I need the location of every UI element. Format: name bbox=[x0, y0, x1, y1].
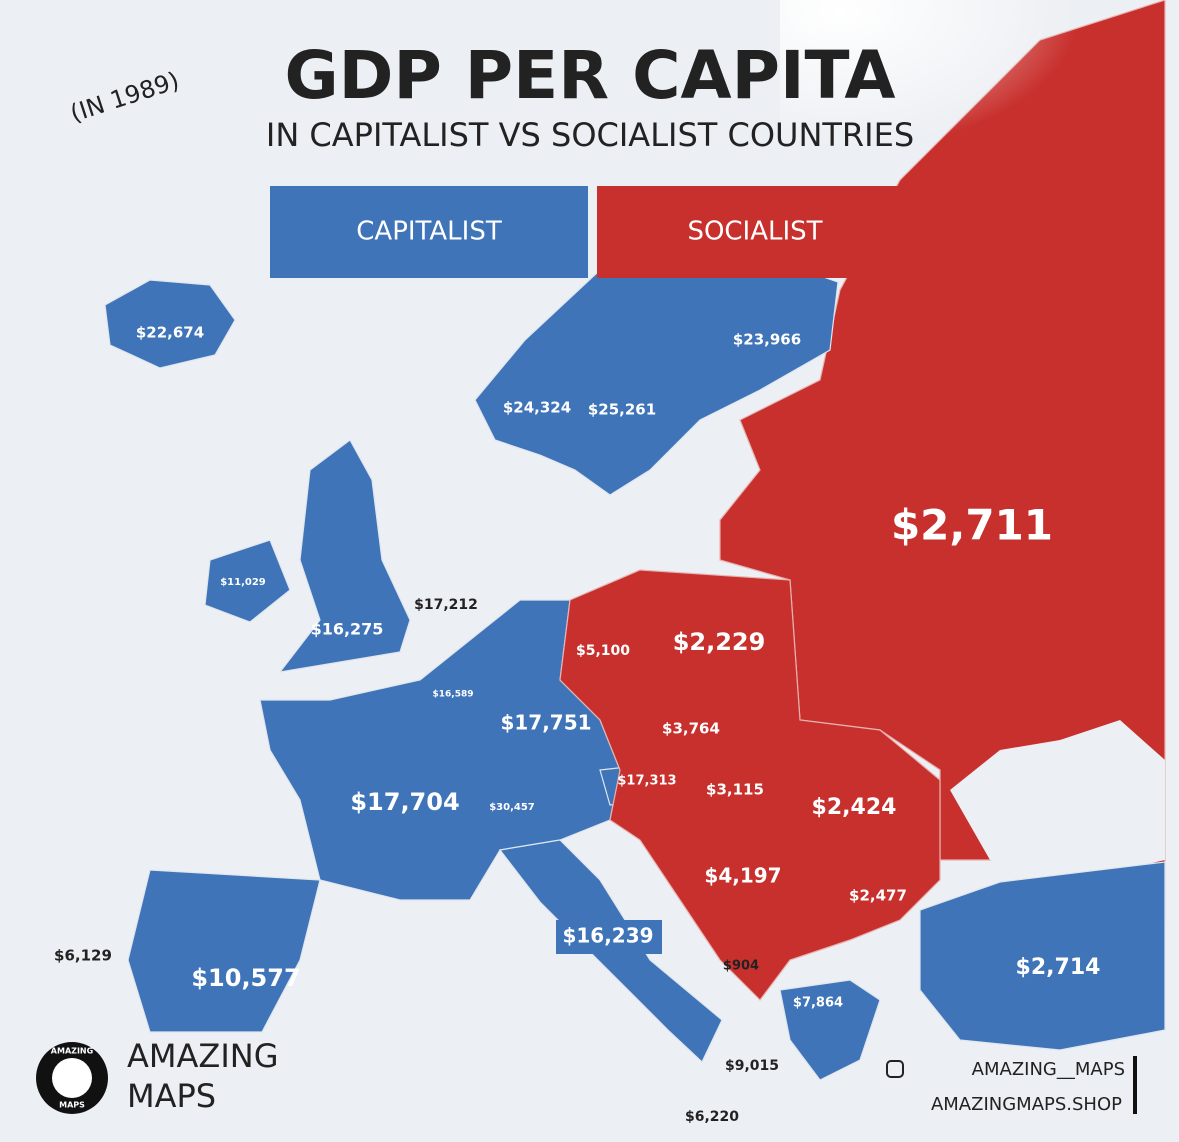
handle: AMAZING__MAPS bbox=[972, 1059, 1125, 1080]
brand-name: AMAZING bbox=[127, 1037, 278, 1075]
eastern-bloc bbox=[559, 569, 941, 1001]
iberia bbox=[127, 869, 321, 1033]
gdp-label: $9,015 bbox=[725, 1058, 779, 1074]
gdp-label: $17,704 bbox=[350, 788, 459, 816]
gdp-label: $16,589 bbox=[433, 690, 474, 700]
label-box bbox=[556, 920, 662, 954]
legend-socialist bbox=[597, 186, 913, 278]
legend-capitalist bbox=[270, 186, 588, 278]
ireland bbox=[204, 539, 291, 623]
gdp-label: $17,751 bbox=[500, 711, 591, 735]
gdp-label: $2,424 bbox=[812, 795, 897, 820]
gdp-label: $22,674 bbox=[136, 324, 204, 342]
black-sea bbox=[950, 720, 1165, 880]
gdp-label: $11,029 bbox=[220, 577, 266, 588]
logo-globe bbox=[52, 1058, 92, 1098]
gdp-label: $3,764 bbox=[662, 720, 720, 738]
gdp-label: $10,577 bbox=[191, 964, 300, 992]
title: GDP PER CAPITA bbox=[285, 37, 896, 114]
gdp-label: $17,212 bbox=[414, 597, 478, 613]
logo-text: AMAZING bbox=[51, 1047, 93, 1056]
gdp-label: $2,229 bbox=[673, 628, 766, 656]
shop: AMAZINGMAPS.SHOP bbox=[931, 1094, 1122, 1115]
subtitle: IN CAPITALIST VS SOCIALIST COUNTRIES bbox=[266, 116, 914, 154]
gdp-label: $6,129 bbox=[54, 947, 112, 965]
gdp-label: $6,220 bbox=[685, 1109, 739, 1125]
logo-text: MAPS bbox=[59, 1101, 85, 1110]
instagram-icon bbox=[886, 1060, 904, 1078]
turkey bbox=[919, 861, 1166, 1051]
gdp-label: $904 bbox=[723, 959, 759, 974]
gdp-label: $17,313 bbox=[617, 774, 676, 789]
legend-label: CAPITALIST bbox=[356, 217, 502, 247]
gdp-label: $16,275 bbox=[311, 620, 384, 639]
gdp-label: $24,324 bbox=[503, 399, 571, 417]
gdp-label: $5,100 bbox=[576, 643, 630, 659]
iceland bbox=[104, 279, 236, 369]
gdp-label: $25,261 bbox=[588, 401, 656, 419]
greece bbox=[779, 979, 881, 1081]
gdp-label: $16,239 bbox=[562, 924, 653, 948]
uk bbox=[278, 439, 411, 673]
gdp-label: $23,966 bbox=[733, 331, 801, 349]
legend-label: SOCIALIST bbox=[687, 217, 822, 247]
gdp-label: $2,711 bbox=[891, 501, 1053, 550]
gdp-label: $4,197 bbox=[704, 864, 781, 888]
gdp-label: $3,115 bbox=[706, 781, 764, 799]
gdp-label: $30,457 bbox=[489, 802, 535, 813]
gdp-label: $2,714 bbox=[1016, 955, 1101, 980]
divider bbox=[1133, 1056, 1137, 1114]
brand-name: MAPS bbox=[127, 1077, 216, 1115]
gdp-label: $7,864 bbox=[793, 996, 843, 1011]
gdp-label: $2,477 bbox=[849, 887, 907, 905]
